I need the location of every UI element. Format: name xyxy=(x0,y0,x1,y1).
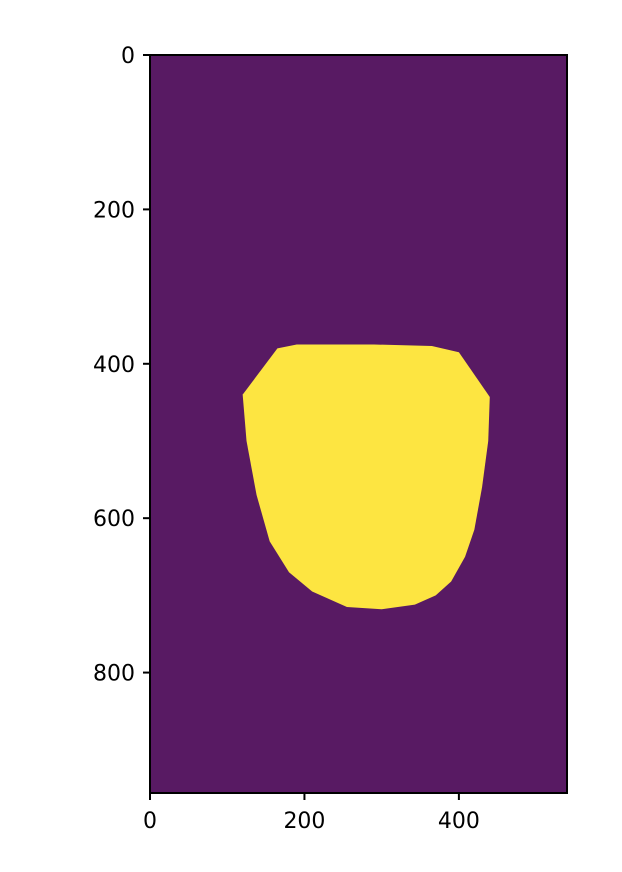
y-tick-label: 600 xyxy=(93,507,135,532)
x-tick-label: 400 xyxy=(438,809,480,834)
axes-frame xyxy=(149,54,568,794)
mask-region xyxy=(242,344,490,610)
y-tick-label: 400 xyxy=(93,353,135,378)
y-axis: 0 200 400 600 800 xyxy=(93,44,150,687)
x-tick-label: 200 xyxy=(283,809,325,834)
x-axis: 0 200 400 xyxy=(143,793,480,834)
y-tick-label: 200 xyxy=(93,198,135,223)
y-tick-label: 800 xyxy=(93,662,135,687)
x-tick-label: 0 xyxy=(143,809,157,834)
plot-area xyxy=(149,54,568,794)
y-tick-label: 0 xyxy=(121,44,135,69)
